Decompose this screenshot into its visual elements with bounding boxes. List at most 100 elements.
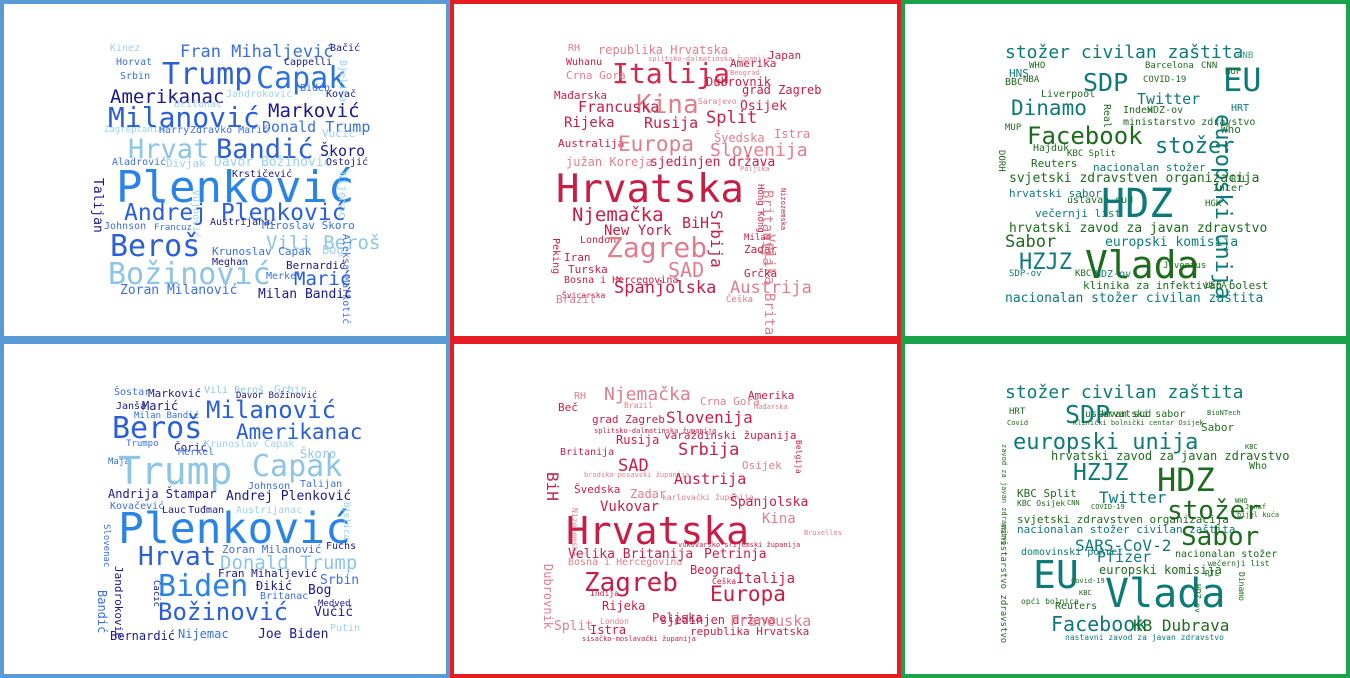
cloud-word: Bruxelles bbox=[804, 529, 842, 537]
cloud-word: Maja bbox=[108, 457, 130, 467]
cloud-word: EU bbox=[1033, 553, 1079, 597]
cloud-word: republika Hrvatska bbox=[690, 625, 810, 638]
cloud-word: Dinamo bbox=[1011, 96, 1087, 120]
cloud-word: Tuđman bbox=[188, 505, 225, 516]
cloud-word: Plenković bbox=[116, 162, 355, 213]
cloud-word: Klinički bolnički centar Osijek bbox=[1073, 419, 1204, 427]
cloud-word: Andrej Plenković bbox=[226, 489, 352, 504]
word-cloud: Njemačka Amerika RH Mađarska Crna Gora Beč Bra… bbox=[454, 344, 897, 674]
cloud-word: varaždinski županija bbox=[664, 429, 797, 442]
cloud-word: Covid bbox=[1007, 419, 1029, 427]
cloud-word: Božinović bbox=[158, 598, 289, 626]
cloud-word: Zadar bbox=[630, 487, 667, 501]
cloud-word: EU bbox=[1223, 61, 1262, 99]
cloud-word: HZJZ bbox=[1073, 460, 1129, 486]
cloud-word: Sarajevo bbox=[698, 97, 737, 106]
cloud-word: Talijan bbox=[90, 178, 105, 233]
cloud-word: nacionalan stožer civilan zaštita bbox=[1017, 523, 1236, 536]
cloud-word: Poljska bbox=[740, 165, 770, 173]
cloud-word: Amerikanac bbox=[110, 86, 225, 108]
cloud-word: Twitter bbox=[1099, 488, 1167, 507]
cloud-word: Cappelli bbox=[284, 57, 333, 68]
cloud-word: splitsko-dalmatinska županija bbox=[594, 427, 717, 435]
cloud-word: hrvatski zavod za javan zdravstvo bbox=[1051, 449, 1290, 463]
cloud-word: HGK bbox=[1205, 199, 1222, 209]
cloud-word: Sabor bbox=[1201, 421, 1235, 434]
cloud-word: RH bbox=[568, 43, 581, 54]
cloud-word: brodsko-posavski županija bbox=[584, 471, 690, 479]
cloud-word: Britanija bbox=[560, 447, 615, 458]
cloud-word: Krunoslav Capak bbox=[204, 439, 295, 450]
organizations-cloud-panel-1: stožer civilan zaštita Barcelona CNN HNB HNS… bbox=[901, 0, 1350, 340]
cloud-word: Bog bbox=[322, 243, 344, 257]
cloud-word: Iran bbox=[564, 251, 591, 264]
cloud-word: HDZ bbox=[1157, 461, 1215, 499]
cloud-word: Kinez bbox=[110, 43, 141, 54]
cloud-word: Beograd bbox=[730, 69, 760, 77]
cloud-word: nacionalan stožer bbox=[1175, 549, 1278, 560]
cloud-word: Austrijanac bbox=[236, 505, 303, 516]
cloud-word: Mađarska bbox=[554, 89, 607, 102]
cloud-word: Amerika bbox=[748, 389, 795, 402]
cloud-word: HDZ-ov bbox=[1193, 584, 1202, 613]
cloud-word: Njemačka bbox=[604, 384, 691, 405]
cloud-word: Japan bbox=[768, 49, 802, 62]
cloud-word: Grčka bbox=[744, 267, 778, 280]
cloud-word: Janša bbox=[116, 401, 147, 412]
cloud-word: Pfizer bbox=[1097, 548, 1152, 566]
cloud-word: Milan Bandić bbox=[134, 411, 200, 421]
cloud-word: karlovački županija bbox=[662, 493, 754, 502]
cloud-word: Zagreb bbox=[606, 231, 708, 264]
cloud-word: ministarstvo zdravstvo bbox=[998, 524, 1008, 644]
cloud-word: ministarstvo zdravstvo bbox=[1123, 117, 1256, 128]
cloud-word: Škoro bbox=[300, 447, 337, 461]
cloud-word: Plenković bbox=[118, 504, 351, 554]
cloud-word: BBC bbox=[1005, 77, 1024, 88]
cloud-word: Biden bbox=[300, 83, 331, 94]
cloud-word: Crna Gora bbox=[566, 69, 626, 82]
cloud-word: Kovačević bbox=[110, 501, 165, 512]
cloud-word: Andrej Plenković bbox=[124, 200, 346, 226]
cloud-word: HUP bbox=[1225, 67, 1242, 77]
cloud-word: SAD bbox=[618, 456, 649, 476]
cloud-word: BiH bbox=[682, 214, 710, 232]
cloud-word: Francuz bbox=[154, 223, 192, 233]
cloud-word: Bosna i Hercegovina bbox=[564, 275, 679, 286]
cloud-word: Covid-19 bbox=[1071, 577, 1105, 585]
cloud-word: KBC Osijek bbox=[1017, 499, 1066, 508]
cloud-word: RTL bbox=[1231, 175, 1248, 185]
cloud-word: Slovenija bbox=[710, 140, 808, 161]
cloud-word: New York bbox=[604, 223, 672, 239]
cloud-word: Capak bbox=[252, 449, 343, 484]
cloud-word: Zagrepčanin bbox=[104, 125, 164, 135]
cloud-word: Beroš bbox=[110, 229, 201, 264]
cloud-word: CNN bbox=[1067, 499, 1080, 507]
cloud-word: Mađarska bbox=[754, 403, 788, 411]
cloud-word: Meghan bbox=[212, 257, 249, 268]
cloud-word: SAD bbox=[668, 258, 705, 282]
cloud-word: Bandić bbox=[216, 134, 314, 165]
cloud-word: sjedinjen država bbox=[660, 613, 776, 627]
cloud-word: večernji list bbox=[1207, 559, 1270, 568]
cloud-word: Fran Mihaljević bbox=[218, 567, 318, 580]
cloud-word: Donald Trump bbox=[262, 118, 371, 136]
cloud-word: Đikić bbox=[256, 579, 293, 593]
cloud-word: Janaf bbox=[1245, 503, 1267, 511]
cloud-word: Njemačka bbox=[572, 204, 664, 226]
cloud-word: južan Koreja bbox=[566, 155, 653, 169]
word-cloud: RH republika Hrvatska splitsko-dalmatinska… bbox=[454, 4, 897, 337]
cloud-word: Čorić bbox=[174, 441, 208, 454]
cloud-word: Milan bbox=[744, 233, 772, 243]
cloud-word: europski komisija bbox=[1105, 235, 1239, 250]
cloud-word: Vučić bbox=[314, 605, 354, 620]
cloud-word: Jandroković bbox=[112, 566, 125, 639]
cloud-word: Češka bbox=[712, 577, 737, 586]
cloud-word: Rijeka bbox=[602, 599, 646, 613]
cloud-word: DORH bbox=[996, 150, 1006, 172]
cloud-word: Sabor bbox=[1005, 232, 1057, 252]
cloud-word: Facebook bbox=[1051, 612, 1148, 636]
cloud-word: sisačko-moslavački županija bbox=[582, 635, 696, 643]
cloud-word: Merkel bbox=[266, 271, 303, 282]
cloud-word: Velika Britanija bbox=[568, 547, 694, 562]
cloud-word: večernji list bbox=[1035, 207, 1122, 220]
